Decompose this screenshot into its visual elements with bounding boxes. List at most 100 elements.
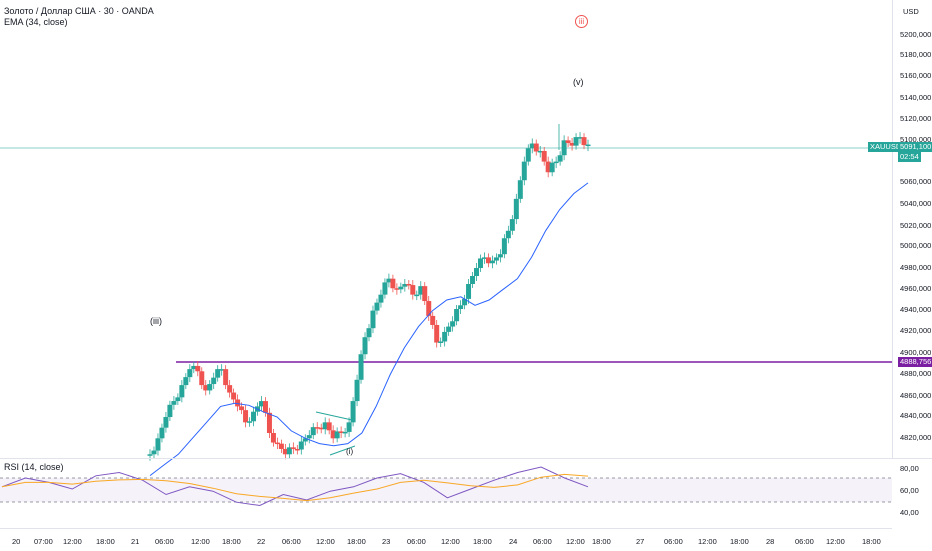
rsi-legend[interactable]: RSI (14, close): [4, 462, 64, 472]
candle: [517, 180, 523, 199]
time-tick-label: 06:00: [664, 537, 683, 546]
candle: [545, 161, 551, 173]
candle: [497, 254, 503, 258]
candle: [382, 282, 388, 295]
candle: [422, 286, 428, 302]
candle: [163, 417, 169, 428]
candle: [573, 137, 579, 146]
time-tick-label: 21: [131, 537, 140, 546]
time-tick-label: 22: [257, 537, 266, 546]
candle: [398, 286, 404, 290]
currency-label: USD: [903, 7, 919, 16]
wave-partial-label: (i): [346, 447, 354, 456]
price-tick-label: 5000,000: [900, 241, 932, 250]
rsi-tick-label: 60,00: [900, 486, 919, 495]
candle: [585, 144, 591, 147]
time-tick-label: 12:00: [191, 537, 210, 546]
candle: [147, 454, 153, 456]
candle: [334, 431, 340, 439]
time-tick-label: 06:00: [282, 537, 301, 546]
candle: [199, 371, 205, 386]
price-tick-label: 4980,000: [900, 263, 932, 272]
candle: [529, 143, 535, 149]
time-tick-label: 12:00: [698, 537, 717, 546]
time-tick-label: 07:00: [34, 537, 53, 546]
candle: [366, 328, 372, 338]
candle: [231, 392, 237, 400]
symbol-legend[interactable]: Золото / Доллар США · 30 · OANDA: [4, 6, 154, 16]
price-axis[interactable]: USD: [892, 0, 932, 458]
candle: [370, 310, 376, 329]
price-tick-label: 5040,000: [900, 199, 932, 208]
candle: [342, 431, 348, 434]
candle: [318, 427, 324, 430]
rsi-band: [0, 478, 892, 502]
rsi-tick-label: 40,00: [900, 508, 919, 517]
candle: [282, 448, 288, 455]
time-tick-label: 24: [509, 537, 518, 546]
pane-divider[interactable]: [0, 458, 932, 459]
candle: [485, 257, 491, 264]
candle: [561, 140, 567, 156]
candle: [322, 422, 328, 430]
wave-iii-circle-label: iii: [575, 15, 588, 28]
price-tick-label: 4940,000: [900, 305, 932, 314]
candle: [298, 441, 304, 450]
candle: [458, 305, 464, 310]
trend-line: [329, 445, 356, 456]
candle: [454, 309, 460, 322]
candle: [306, 435, 312, 439]
candle: [362, 337, 368, 355]
ema-legend[interactable]: EMA (34, close): [4, 17, 68, 27]
candle: [175, 397, 181, 402]
candle: [195, 365, 201, 372]
candle: [274, 442, 280, 445]
candle: [187, 369, 193, 378]
price-tick-label: 5020,000: [900, 221, 932, 230]
candle: [581, 137, 587, 146]
price-tick-label: 4960,000: [900, 284, 932, 293]
time-tick-label: 18:00: [473, 537, 492, 546]
time-tick-label: 27: [636, 537, 645, 546]
time-tick-label: 12:00: [826, 537, 845, 546]
level-price-tag: 4888,756: [898, 357, 932, 367]
candle: [183, 377, 189, 386]
candle: [418, 286, 424, 295]
candle: [302, 438, 308, 442]
candle: [374, 302, 380, 311]
time-tick-label: 06:00: [155, 537, 174, 546]
candle: [442, 331, 448, 342]
rsi-tick-label: 80,00: [900, 464, 919, 473]
candle: [235, 399, 241, 407]
candle: [223, 369, 229, 386]
candle: [215, 369, 221, 378]
ema-line: [149, 182, 589, 476]
time-axis[interactable]: [0, 528, 892, 551]
price-tick-label: 4820,000: [900, 433, 932, 442]
candle: [179, 385, 185, 398]
candle: [466, 284, 472, 299]
candle: [159, 427, 165, 439]
candle: [151, 450, 157, 455]
candle: [402, 284, 408, 287]
time-tick-label: 18:00: [222, 537, 241, 546]
price-tick-label: 4860,000: [900, 391, 932, 400]
candle: [549, 162, 555, 173]
candle: [462, 298, 468, 306]
candle: [394, 288, 400, 290]
candle: [251, 411, 257, 422]
candle: [406, 284, 412, 286]
candle: [262, 401, 268, 413]
candle: [438, 341, 444, 343]
candle: [477, 258, 483, 269]
candle: [310, 427, 316, 436]
candle: [294, 448, 300, 451]
candle: [489, 260, 495, 264]
candle: [434, 324, 440, 343]
candle: [270, 433, 276, 443]
time-tick-label: 18:00: [730, 537, 749, 546]
candle: [239, 406, 245, 411]
time-tick-label: 28: [766, 537, 775, 546]
